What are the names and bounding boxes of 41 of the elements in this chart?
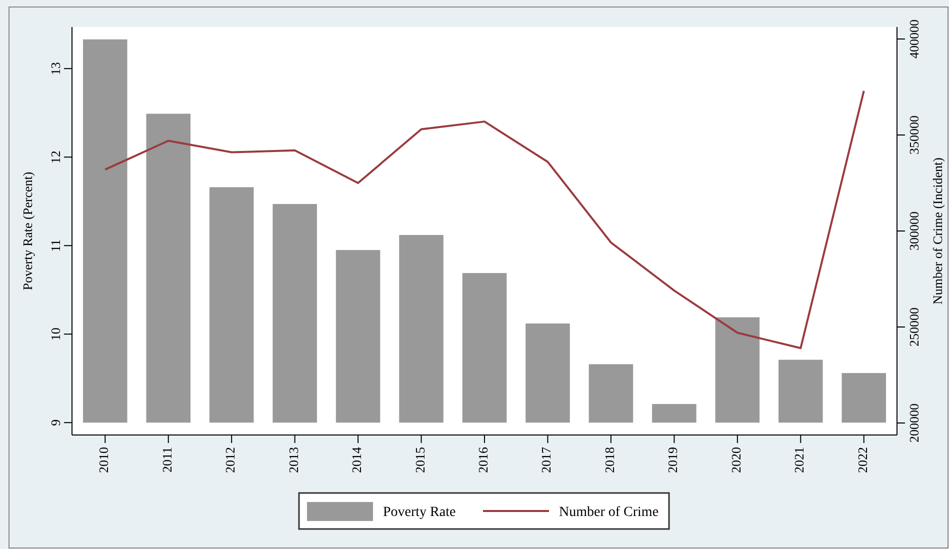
x-tick-label: 2011 (159, 447, 174, 473)
x-tick-label: 2019 (665, 447, 680, 473)
bar (526, 323, 570, 423)
bar (272, 204, 317, 423)
y2-axis-title: Number of Crime (Incident) (930, 158, 945, 304)
bar (588, 364, 634, 423)
x-tick-label: 2015 (412, 447, 428, 473)
legend-label: Poverty Rate (383, 505, 456, 520)
y-tick-label: 10 (48, 328, 63, 341)
y-axis-title: Poverty Rate (Percent) (20, 172, 35, 290)
y-tick-label: 9 (48, 419, 63, 426)
x-tick-label: 2012 (222, 447, 238, 473)
y2-tick-label: 200000 (906, 404, 922, 442)
x-tick-label: 2022 (854, 447, 870, 473)
legend-label: Number of Crime (559, 505, 659, 520)
bar (209, 187, 254, 423)
y-tick-label: 12 (48, 150, 63, 164)
bar (715, 317, 760, 423)
x-tick-label: 2013 (286, 447, 301, 473)
x-tick-label: 2014 (349, 446, 364, 473)
x-tick-label: 2020 (728, 447, 744, 473)
y2-tick-label: 300000 (906, 212, 922, 250)
x-tick-label: 2017 (538, 446, 554, 473)
bar (399, 234, 444, 423)
x-tick-label: 2010 (96, 447, 112, 473)
y2-tick-label: 400000 (906, 20, 922, 58)
line-series (104, 90, 865, 350)
x-tick-label: 2021 (792, 447, 807, 473)
bar (842, 373, 886, 423)
bar (652, 404, 696, 423)
x-tick-label: 2016 (475, 446, 490, 473)
y2-tick-label: 350000 (906, 116, 922, 154)
y-tick-label: 11 (48, 239, 63, 252)
bar (146, 114, 190, 423)
bar (778, 360, 823, 423)
y2-tick-label: 250000 (906, 308, 922, 346)
y-tick-label: 13 (48, 62, 63, 76)
bar (462, 273, 507, 423)
x-tick-label: 2018 (602, 447, 617, 473)
bar (83, 39, 128, 423)
bar (336, 250, 380, 423)
